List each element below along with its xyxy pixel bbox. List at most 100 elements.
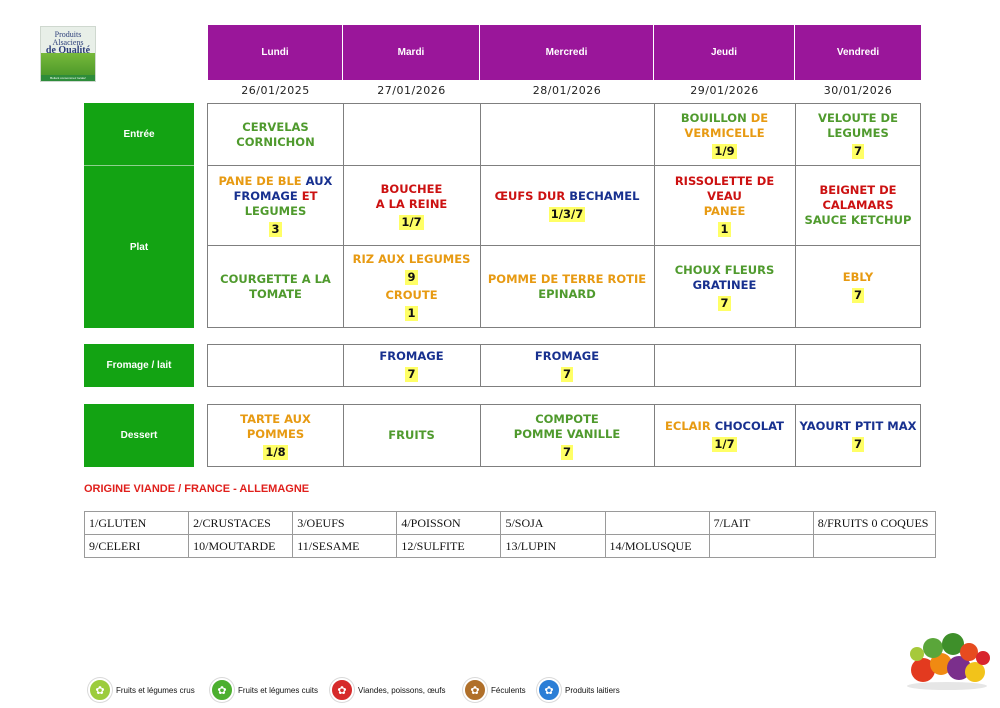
dish-text: CHOUX FLEURS	[674, 262, 775, 277]
dish-line: BEIGNET DE	[819, 183, 896, 198]
menu-cell-fromage-vendredi	[795, 345, 921, 386]
dish-text: LEGUMES	[827, 125, 889, 140]
raw-vegetables-icon: ✿	[88, 678, 112, 702]
dish-text: VERMICELLE	[684, 125, 765, 140]
allergen-cell: 10/MOUTARDE	[188, 534, 294, 558]
fruit-basket-illustration	[907, 633, 990, 690]
menu-cell-dessert-mardi: FRUITS	[343, 405, 480, 466]
grid-line	[654, 404, 655, 467]
dish-text: RISSOLETTE DE VEAU	[674, 174, 775, 203]
grid-line	[480, 404, 481, 467]
grid-line	[654, 344, 655, 387]
dish-text: EBLY	[842, 270, 874, 284]
dish-text: POMME VANILLE	[513, 426, 621, 441]
starch-icon: ✿	[463, 678, 487, 702]
dish-line: POMME DE TERRE ROTIE	[488, 272, 646, 287]
date-mardi: 27/01/2026	[377, 83, 446, 97]
allergen-code: 1	[718, 222, 731, 237]
legend-item: ✿ Fruits et légumes cuits	[210, 678, 318, 702]
date-mercredi: 28/01/2026	[532, 83, 602, 97]
grid-line	[343, 404, 344, 467]
date-lundi: 26/01/2025	[241, 83, 310, 97]
day-header-mardi: Mardi	[343, 25, 480, 80]
menu-cell-entree-mardi	[343, 104, 480, 165]
dish-line: CALAMARS	[822, 198, 893, 213]
allergen-code: 1/9	[712, 143, 737, 159]
dish-line: TARTE AUX	[240, 412, 311, 427]
dish-line: LEGUMES	[245, 204, 307, 219]
dish-text: SAUCE KETCHUP	[804, 213, 912, 227]
dish-text: TARTE AUX	[240, 411, 311, 426]
meat-fish-eggs-icon: ✿	[330, 678, 354, 702]
legend-label: Fruits et légumes crus	[116, 685, 195, 695]
dish-text: BEIGNET DE	[819, 183, 897, 197]
dish-line: PANEE	[704, 204, 746, 219]
menu-cell-plat1-jeudi: RISSOLETTE DE VEAU PANEE 1	[654, 166, 795, 245]
menu-cell-entree-lundi: CERVELAS CORNICHON	[208, 104, 343, 165]
allergen-cell: 4/POISSON	[396, 511, 502, 535]
allergen-table: 1/GLUTEN 2/CRUSTACES 3/OEUFS 4/POISSON 5/SOJ…	[83, 511, 937, 558]
legend-label: Viandes, poissons, œufs	[358, 685, 446, 695]
date-jeudi: 29/01/2026	[690, 83, 759, 97]
dish-line: BOUILLON DE	[681, 111, 768, 126]
legend-label: Féculents	[491, 685, 526, 695]
allergen-row: 9/CELERI 10/MOUTARDE 11/SESAME 12/SULFITE 13…	[83, 534, 937, 558]
menu-grid-dessert	[207, 404, 921, 467]
menu-cell-plat2-vendredi: EBLY 7	[795, 246, 921, 327]
legend-label: Produits laitiers	[565, 685, 620, 695]
dish-text: CERVELAS	[242, 119, 309, 134]
row-label-plat: Plat	[84, 165, 194, 328]
legend-item: ✿ Féculents	[463, 678, 526, 702]
menu-cell-dessert-mercredi: COMPOTE POMME VANILLE 7	[480, 405, 654, 466]
dish-line: LEGUMES	[827, 126, 889, 141]
dish-text: FRUITS	[388, 428, 435, 442]
allergen-code: 1/3/7	[548, 207, 586, 222]
dish-text: GRATINEE	[692, 277, 757, 292]
dish-line: RIZ AUX LEGUMES	[353, 252, 471, 267]
menu-grid-main	[207, 103, 921, 328]
menu-cell-dessert-vendredi: YAOURT PTIT MAX 7	[795, 405, 921, 466]
dish-line: FROMAGE	[379, 349, 443, 364]
logo-strip: Boilant consommez locale!	[41, 75, 95, 81]
logo-line-1: Produits	[54, 30, 82, 39]
dish-text: BOUCHEE	[380, 181, 443, 196]
dish-text: YAOURT PTIT MAX	[799, 419, 917, 433]
grid-line	[207, 245, 921, 246]
allergen-code: 3	[269, 222, 282, 237]
allergen-code: 7	[560, 444, 573, 460]
menu-grid-fromage	[207, 344, 921, 387]
allergen-code: 9	[405, 270, 418, 285]
dish-text: LEGUMES	[244, 204, 307, 218]
allergen-code: 1/7	[399, 214, 424, 230]
dish-text: FROMAGE	[534, 349, 600, 363]
dish-line: CORNICHON	[236, 135, 314, 150]
menu-cell-fromage-lundi	[208, 345, 343, 386]
dish-line: GRATINEE	[693, 278, 757, 293]
allergen-cell	[812, 534, 937, 558]
dish-line: COMPOTE	[535, 412, 599, 427]
dish-text: FROMAGE	[233, 189, 298, 203]
allergen-code: 7	[560, 367, 573, 382]
legend-item: ✿ Fruits et légumes crus	[88, 678, 195, 702]
allergen-cell: 9/CELERI	[83, 534, 190, 558]
dish-text: ŒUFS DUR	[494, 189, 566, 203]
menu-cell-dessert-lundi: TARTE AUX POMMES 1/8	[208, 405, 343, 466]
logo-field	[41, 53, 95, 75]
dish-text: FROMAGE	[379, 349, 444, 363]
meat-origin-note: ORIGINE VIANDE / FRANCE - ALLEMAGNE	[84, 483, 310, 495]
dish-line: EBLY	[843, 270, 874, 285]
logo-produits-alsaciens: Produits Alsaciens de Qualité Boilant co…	[40, 26, 96, 82]
grid-line	[343, 344, 344, 387]
grid-line	[795, 344, 796, 387]
dish-text: POMMES	[246, 426, 305, 441]
legend-item: ✿ Viandes, poissons, œufs	[330, 678, 445, 702]
dish-line: CHOUX FLEURS	[675, 263, 775, 278]
dish-text: PANE DE BLE	[218, 174, 302, 188]
legend-label: Fruits et légumes cuits	[238, 685, 319, 695]
date-vendredi: 30/01/2026	[823, 83, 893, 97]
dish-line: ŒUFS DUR BECHAMEL	[495, 189, 640, 204]
allergen-cell: 14/MOLUSQUE	[604, 534, 710, 558]
allergen-row: 1/GLUTEN 2/CRUSTACES 3/OEUFS 4/POISSON 5/SOJ…	[83, 511, 937, 535]
logo-text: Produits Alsaciens de Qualité	[41, 30, 95, 56]
allergen-code: 7	[851, 437, 864, 452]
